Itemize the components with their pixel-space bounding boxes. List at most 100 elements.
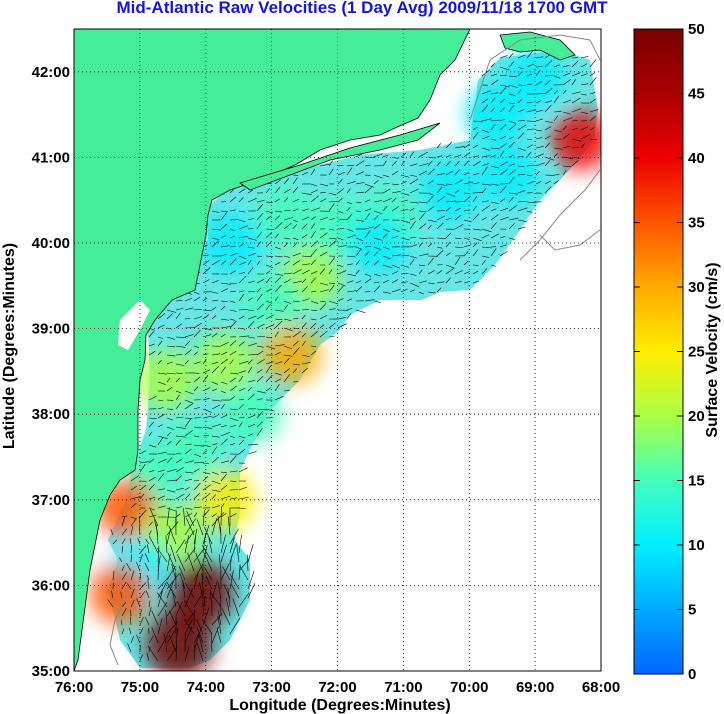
velocity-arrow <box>319 251 328 257</box>
velocity-arrow <box>391 206 399 212</box>
velocity-arrow <box>247 280 255 284</box>
velocity-arrow <box>526 63 535 68</box>
velocity-arrow <box>499 161 508 167</box>
velocity-arrow <box>436 246 443 249</box>
velocity-arrow <box>247 291 255 293</box>
velocity-arrow <box>310 309 318 311</box>
velocity-arrow <box>292 252 301 257</box>
velocity-arrow <box>490 201 499 204</box>
velocity-arrow <box>526 210 533 213</box>
velocity-arrow <box>166 309 177 313</box>
velocity-arrow <box>589 98 596 104</box>
velocity-arrow <box>157 324 165 329</box>
velocity-arrow <box>526 181 534 185</box>
y-axis-label: Latitude (Degrees:Minutes) <box>1 243 18 449</box>
velocity-arrow <box>211 365 219 374</box>
velocity-arrow <box>355 280 362 284</box>
velocity-arrow <box>247 267 254 275</box>
velocity-arrow <box>481 155 491 158</box>
velocity-arrow <box>126 563 132 572</box>
velocity-arrow <box>165 535 168 554</box>
velocity-arrow <box>220 253 227 257</box>
velocity-arrow <box>310 300 319 304</box>
velocity-arrow <box>418 210 427 212</box>
velocity-arrow <box>355 260 360 266</box>
velocity-arrow <box>544 59 553 68</box>
velocity-arrow <box>445 161 451 167</box>
velocity-arrow <box>337 298 344 302</box>
velocity-arrow <box>562 111 572 115</box>
velocity-arrow <box>193 376 201 383</box>
velocity-arrow <box>238 592 250 608</box>
velocity-arrow <box>127 643 132 653</box>
bathymetry-contours <box>109 34 601 666</box>
velocity-arrow <box>274 246 282 250</box>
velocity-arrow <box>202 398 210 401</box>
velocity-arrow <box>454 169 460 176</box>
velocity-arrow <box>184 478 192 482</box>
velocity-arrow <box>221 608 231 626</box>
velocity-arrow <box>409 220 416 230</box>
velocity-arrow <box>436 222 444 230</box>
velocity-arrow <box>148 458 155 464</box>
velocity-arrow <box>463 237 470 240</box>
velocity-arrow <box>238 341 245 347</box>
velocity-arrow <box>499 168 508 176</box>
velocity-arrow <box>589 138 598 141</box>
x-tick-label: 71:00 <box>384 679 422 696</box>
velocity-arrow <box>229 196 237 203</box>
velocity-arrow <box>256 255 263 257</box>
velocity-arrow <box>211 381 219 385</box>
velocity-arrow <box>364 251 370 257</box>
velocity-arrow <box>274 179 282 185</box>
velocity-arrow <box>301 269 310 275</box>
velocity-arrow <box>301 223 308 230</box>
velocity-arrow <box>436 281 445 284</box>
velocity-arrow <box>292 242 298 248</box>
velocity-arrow <box>517 109 525 113</box>
velocity-arrow <box>220 484 228 491</box>
velocity-arrow <box>499 74 507 77</box>
velocity-arrow <box>292 177 298 185</box>
velocity-arrow <box>580 93 587 96</box>
velocity-arrow <box>202 254 209 257</box>
velocity-arrow <box>508 205 518 212</box>
velocity-arrow <box>265 324 275 329</box>
velocity-arrow <box>139 545 147 554</box>
velocity-arrow <box>202 369 211 374</box>
velocity-arrow <box>247 570 255 590</box>
velocity-arrow <box>148 470 155 473</box>
velocity-arrow <box>364 226 375 230</box>
velocity-arrow <box>418 280 427 284</box>
velocity-arrow <box>202 545 208 563</box>
velocity-arrow <box>231 584 240 599</box>
velocity-arrow <box>544 88 553 95</box>
velocity-arrow <box>220 282 231 285</box>
y-tick-label: 40:00 <box>32 235 70 252</box>
velocity-arrow <box>553 153 558 158</box>
velocity-arrow <box>310 277 316 284</box>
velocity-arrow <box>193 626 203 644</box>
velocity-arrow <box>229 245 236 248</box>
velocity-arrow <box>184 507 193 510</box>
velocity-arrow <box>544 135 551 140</box>
velocity-arrow <box>571 79 576 86</box>
velocity-arrow <box>211 315 217 320</box>
velocity-arrow <box>283 217 294 221</box>
velocity-arrow <box>373 174 383 179</box>
velocity-arrow <box>229 209 236 212</box>
velocity-arrow <box>165 609 168 626</box>
velocity-arrow <box>553 90 558 95</box>
velocity-arrow <box>283 237 291 240</box>
velocity-arrow <box>157 313 166 320</box>
velocity-arrow <box>130 588 135 599</box>
velocity-arrow <box>364 199 371 203</box>
velocity-arrow <box>508 163 515 167</box>
velocity-arrow <box>238 370 246 374</box>
velocity-arrow <box>337 245 347 248</box>
velocity-arrow <box>553 129 562 133</box>
velocity-arrow <box>445 252 451 257</box>
velocity-arrow <box>409 174 417 177</box>
velocity-arrow <box>355 171 364 176</box>
velocity-arrow <box>562 125 567 131</box>
